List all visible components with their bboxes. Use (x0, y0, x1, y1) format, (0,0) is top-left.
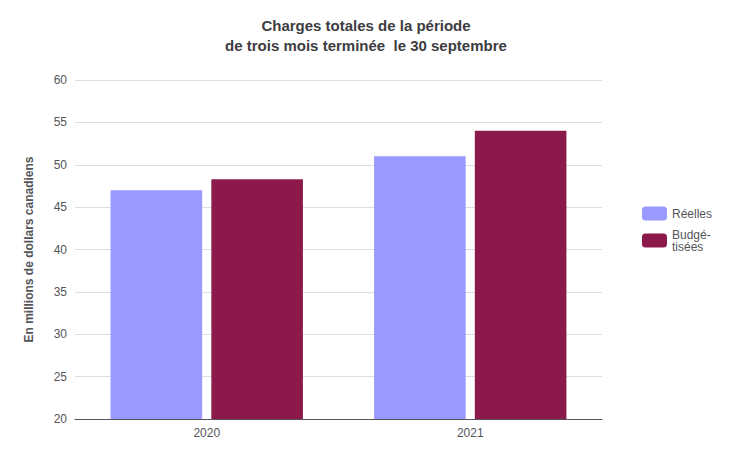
svg-text:2021: 2021 (457, 426, 484, 440)
svg-text:25: 25 (54, 370, 68, 384)
svg-text:En millions de dollars canadie: En millions de dollars canadiens (22, 156, 36, 342)
svg-text:50: 50 (54, 158, 68, 172)
svg-text:Budgé-: Budgé- (672, 227, 711, 242)
svg-text:45: 45 (54, 200, 68, 214)
svg-text:Charges totales de la période: Charges totales de la période (261, 17, 470, 34)
svg-text:60: 60 (54, 73, 68, 87)
svg-text:20: 20 (54, 412, 68, 426)
svg-text:40: 40 (54, 243, 68, 257)
svg-text:Réelles: Réelles (672, 207, 712, 221)
svg-text:35: 35 (54, 285, 68, 299)
svg-text:2020: 2020 (193, 426, 220, 440)
svg-text:de trois mois terminée le 30: de trois mois terminée le 30 septembre (225, 37, 507, 54)
svg-text:55: 55 (54, 115, 68, 129)
svg-text:30: 30 (54, 327, 68, 341)
svg-text:tisées: tisées (672, 240, 703, 254)
